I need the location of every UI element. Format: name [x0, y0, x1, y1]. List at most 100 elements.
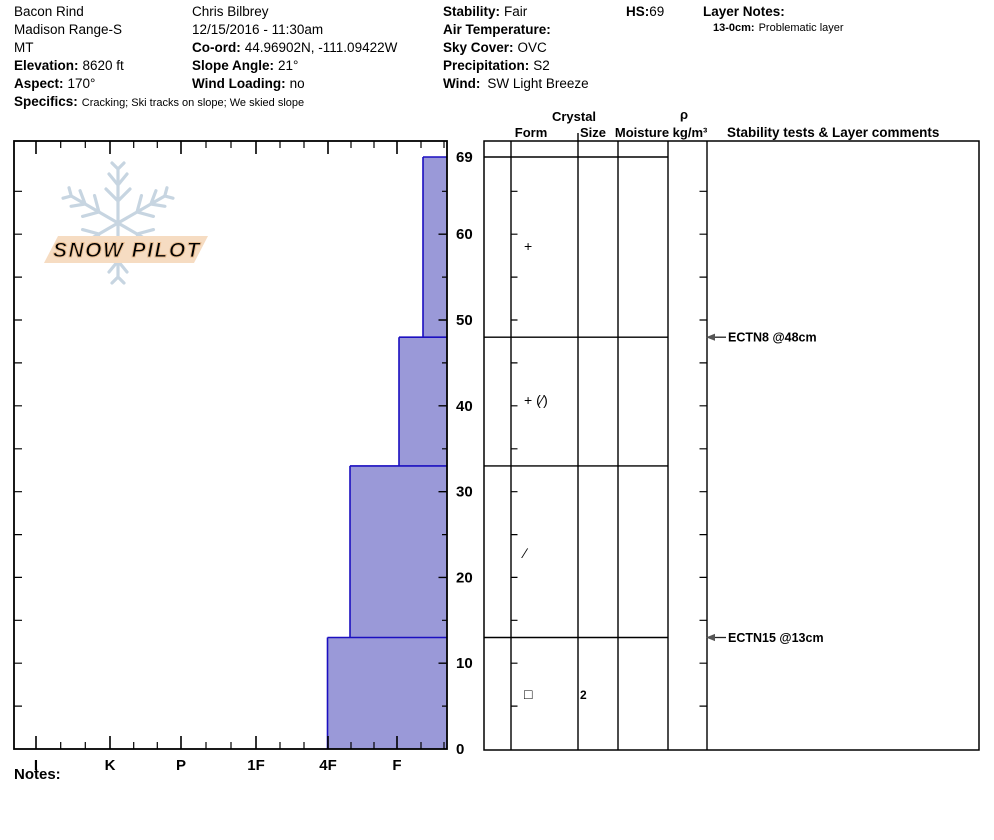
observer-name: Chris Bilbrey — [192, 4, 269, 19]
site-name: Bacon Rind — [14, 4, 84, 19]
layer-bar-33-48 — [399, 337, 447, 466]
coord-label: Co-ord: — [192, 40, 241, 55]
panel-layer-lines — [484, 156, 668, 639]
depth-label-30: 30 — [456, 484, 473, 501]
crystal-header: Crystal — [552, 109, 596, 124]
panel-depth-ticks-left — [511, 190, 518, 707]
panel-column-lines — [510, 133, 708, 750]
stability-value: Fair — [504, 4, 528, 19]
hardness-label-1F: 1F — [247, 757, 265, 774]
y-axis-minor-ticks-right — [442, 190, 447, 707]
wind-loading-value: no — [289, 76, 305, 91]
wind-value: SW Light Breeze — [487, 76, 589, 91]
ectn15-arrowhead-icon — [706, 633, 715, 642]
site-state: MT — [14, 40, 34, 55]
layer-note-text: Problematic layer — [758, 22, 844, 34]
sky-cover: Sky Cover: OVC — [443, 39, 589, 57]
specifics-label: Specifics: — [14, 94, 78, 109]
layer-notes-column: Layer Notes: 13-0cm: Problematic layer — [703, 3, 844, 35]
rho-symbol: ρ — [680, 107, 688, 122]
logo-banner — [44, 236, 208, 263]
elevation-label: Elevation: — [14, 58, 79, 73]
hardness-label-4F: 4F — [319, 757, 337, 774]
sky-value: OVC — [517, 40, 547, 55]
air-temperature: Air Temperature: — [443, 21, 589, 39]
hardness-label-I: I — [34, 757, 38, 774]
x-axis-minor-ticks-top — [60, 141, 445, 148]
conditions-column: Stability: Fair Air Temperature: Sky Cove… — [443, 3, 589, 93]
hardness-label-K: K — [105, 757, 116, 774]
site-aspect: Aspect: 170° — [14, 75, 304, 93]
grain-form-symbols: + + (∕) ∕ □ 2 — [521, 238, 587, 702]
layer-data-panel — [483, 133, 980, 751]
x-axis-major-ticks-top — [35, 141, 398, 154]
slope-angle-label: Slope Angle: — [192, 58, 275, 73]
stability-test-ectn15: ECTN15 @13cm — [706, 631, 824, 645]
depth-label-50: 50 — [456, 312, 473, 329]
specifics-value: Cracking; Ski tracks on slope; We skied … — [81, 97, 305, 109]
slope-angle-value: 21° — [278, 58, 299, 73]
grain-size-layer-0-13: 2 — [580, 688, 587, 702]
site-info-column: Bacon Rind Madison Range-S MT Elevation:… — [14, 3, 304, 111]
layer-notes-label: Layer Notes: — [703, 4, 785, 19]
depth-label-40: 40 — [456, 398, 473, 415]
layer-bar-0-13 — [327, 637, 447, 749]
stability-label: Stability: — [443, 4, 501, 19]
depth-label-20: 20 — [456, 569, 473, 586]
wind-loading-label: Wind Loading: — [192, 76, 286, 91]
x-axis-major-ticks-bottom — [35, 736, 398, 749]
coordinates: Co-ord: 44.96902N, -111.09422W — [192, 39, 397, 57]
grain-symbol-layer-13-33: ∕ — [521, 545, 529, 561]
hs-value: 69 — [649, 4, 665, 19]
hardness-label-P: P — [176, 757, 186, 774]
x-axis-minor-ticks-bottom — [60, 742, 445, 749]
y-axis-major-ticks-right — [438, 233, 447, 664]
stability-test-annotations: ECTN8 @48cm ECTN15 @13cm — [706, 331, 824, 645]
y-axis-ticks-left — [14, 190, 22, 707]
layer-boundary-lines — [326, 156, 447, 749]
coord-value: 44.96902N, -111.09422W — [244, 40, 398, 55]
hardness-label-F: F — [392, 757, 401, 774]
grain-symbol-layer-33-48: + (∕) — [524, 392, 548, 408]
aspect-label: Aspect: — [14, 76, 64, 91]
air-temp-label: Air Temperature: — [443, 22, 551, 37]
ectn8-arrowhead-icon — [706, 333, 715, 341]
site-elevation: Elevation: 8620 ft — [14, 57, 304, 75]
grain-symbol-layer-0-13: □ — [524, 686, 533, 702]
stability-tests-header: Stability tests & Layer comments — [727, 125, 939, 140]
depth-axis-labels: 69 60 50 40 30 20 10 0 — [456, 149, 473, 758]
precip-value: S2 — [533, 58, 550, 73]
wind-label: Wind: — [443, 76, 481, 91]
stability-test-ectn8: ECTN8 @48cm — [706, 331, 817, 345]
wind: Wind: SW Light Breeze — [443, 75, 589, 93]
precipitation: Precipitation: S2 — [443, 57, 589, 75]
stability: Stability: Fair — [443, 3, 589, 21]
hs-column: HS:69 — [626, 3, 664, 21]
site-specifics: Specifics: Cracking; Ski tracks on slope;… — [14, 93, 304, 111]
aspect-value: 170° — [67, 76, 96, 91]
panel-depth-ticks-density — [699, 190, 707, 707]
hs-label: HS: — [626, 4, 650, 19]
sky-label: Sky Cover: — [443, 40, 514, 55]
observer-info-column: Chris Bilbrey 12/15/2016 - 11:30am Co-or… — [192, 3, 397, 93]
moisture-header: Moisture — [615, 125, 669, 140]
layer-note-range: 13-0cm: — [713, 22, 755, 34]
wind-loading: Wind Loading: no — [192, 75, 397, 93]
notes-label: Notes: — [14, 766, 61, 783]
grain-symbol-layer-48-69: + — [524, 238, 532, 254]
snow-height: HS:69 — [626, 3, 664, 21]
depth-label-10: 10 — [456, 655, 473, 672]
layer-note: 13-0cm: Problematic layer — [713, 21, 844, 35]
depth-label-69: 69 — [456, 149, 473, 166]
layer-bar-48-69 — [423, 157, 447, 338]
panel-headers: Crystal ρ Form Size Moisture kg/m³ Stabi… — [515, 107, 940, 140]
form-header: Form — [515, 125, 548, 140]
size-header: Size — [580, 125, 606, 140]
depth-label-60: 60 — [456, 226, 473, 243]
ectn8-label: ECTN8 @48cm — [728, 331, 817, 345]
ectn15-label: ECTN15 @13cm — [728, 631, 824, 645]
depth-label-0: 0 — [456, 741, 464, 758]
site-region: Madison Range-S — [14, 22, 123, 37]
